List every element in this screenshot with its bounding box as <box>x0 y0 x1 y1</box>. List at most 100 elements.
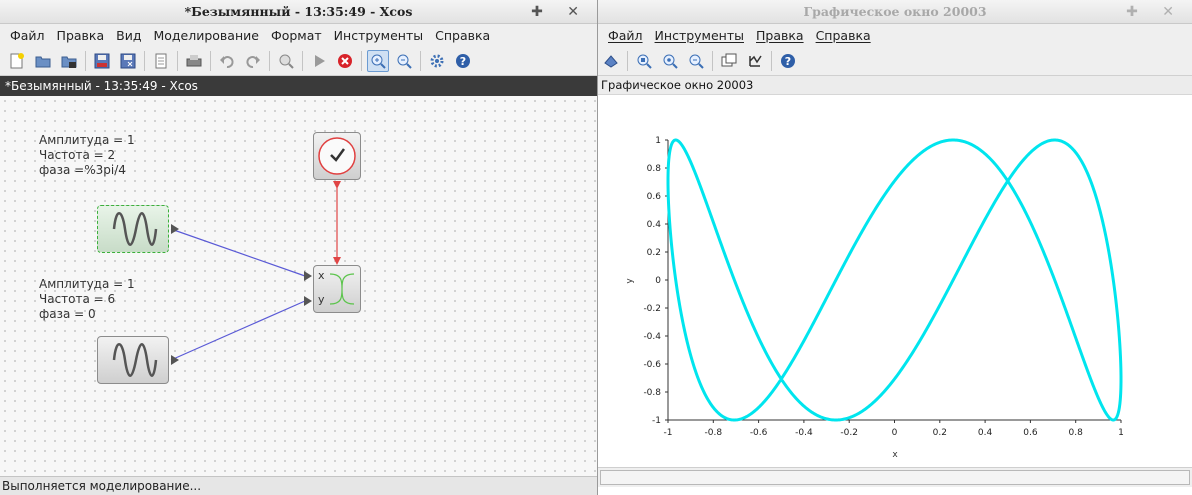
export-icon[interactable] <box>150 50 172 72</box>
rotate-icon[interactable] <box>600 50 622 72</box>
help-icon[interactable]: ? <box>452 50 474 72</box>
menu-view[interactable]: Вид <box>116 27 142 43</box>
port-y-label: y <box>318 293 325 306</box>
x-tick-label: 0.8 <box>1069 428 1084 438</box>
y-axis-label: y <box>625 278 635 284</box>
scope-y-input-port <box>304 296 312 306</box>
undo-icon[interactable] <box>216 50 238 72</box>
underlying-document-strip <box>598 487 1192 495</box>
menu-format[interactable]: Формат <box>270 27 322 43</box>
x-tick-label: -0.8 <box>705 428 723 438</box>
y-tick-label: -0.4 <box>643 332 661 342</box>
menu-simulation[interactable]: Моделирование <box>153 27 259 43</box>
clock-output-port <box>333 181 341 189</box>
y-tick-label: 0.2 <box>647 248 661 258</box>
graphics-titlebar[interactable]: Графическое окно 20003 ✚ ✕ <box>598 0 1192 24</box>
fit-diagram-icon[interactable] <box>275 50 297 72</box>
y-tick-label: -0.6 <box>643 360 661 370</box>
xcos-titlebar[interactable]: *Безымянный - 13:35:49 - Xcos ✚ ✕ <box>0 0 597 24</box>
lissajous-chart[interactable]: -1 -0.8 -0.6 -0.4 -0.2 0 0.2 0.4 0.6 0.8 1 -1 -0.8 -… <box>598 95 1192 467</box>
redo-icon[interactable] <box>242 50 264 72</box>
lissajous-series-line <box>666 138 1123 422</box>
new-diagram-icon[interactable] <box>6 50 28 72</box>
x-tick-label: -0.6 <box>750 428 768 438</box>
print-icon[interactable] <box>183 50 205 72</box>
sine-generator-block-top[interactable] <box>97 205 169 253</box>
svg-text:?: ? <box>785 55 791 68</box>
y-tick-label: 0.6 <box>647 192 662 202</box>
gmenu-tools[interactable]: Инструменты <box>654 27 744 43</box>
gmenu-file[interactable]: Файл <box>608 27 643 43</box>
label-bottom-sine-params[interactable]: Амплитуда = 1 Частота = 6 фаза = 0 <box>39 277 135 321</box>
figure-icon[interactable] <box>718 50 740 72</box>
save-icon[interactable] <box>91 50 113 72</box>
datatips-icon[interactable] <box>744 50 766 72</box>
x-tick-label: 1 <box>1118 428 1124 438</box>
graphics-window: Графическое окно 20003 ✚ ✕ Файл Инструме… <box>598 0 1192 495</box>
ghelp-icon[interactable]: ? <box>777 50 799 72</box>
link-sine-top-to-x[interactable] <box>170 228 306 277</box>
open-icon[interactable] <box>32 50 54 72</box>
graphics-info-field <box>600 470 1190 485</box>
diagram-canvas[interactable]: Амплитуда = 1 Частота = 2 фаза =%3pi/4 А… <box>0 96 597 476</box>
sine-wave-icon <box>112 212 158 246</box>
y-tick-label: 1 <box>655 136 661 146</box>
cscopxy-scope-block[interactable]: x y <box>313 265 361 313</box>
toolbar-separator <box>627 50 628 71</box>
toolbar-separator <box>302 50 303 71</box>
sine-bottom-output-port <box>171 355 179 365</box>
menu-file[interactable]: Файл <box>10 27 45 43</box>
toolbar-separator <box>144 50 145 71</box>
xcos-status-bar: Выполняется моделирование... <box>0 476 597 495</box>
svg-text:?: ? <box>460 55 466 68</box>
clock-block[interactable] <box>313 132 361 180</box>
graphics-document-title: Графическое окно 20003 <box>598 76 1192 95</box>
y-tick-label: 0.4 <box>647 220 662 230</box>
stop-icon[interactable] <box>334 50 356 72</box>
scope-event-input-port <box>333 257 341 265</box>
y-tick-label: -0.8 <box>643 388 661 398</box>
sine-top-output-port <box>171 224 179 234</box>
x-axis: -1 -0.8 -0.6 -0.4 -0.2 0 0.2 0.4 0.6 0.8 1 <box>664 420 1124 438</box>
toolbar-separator <box>210 50 211 71</box>
open-in-scilab-icon[interactable] <box>58 50 80 72</box>
graphics-status-bar <box>598 467 1192 487</box>
graphics-window-buttons[interactable]: ✚ ✕ <box>1126 4 1184 20</box>
clock-icon <box>318 137 356 175</box>
y-tick-label: -1 <box>652 416 661 426</box>
y-tick-label: 0.8 <box>647 164 662 174</box>
menu-edit[interactable]: Правка <box>56 27 105 43</box>
gmenu-edit[interactable]: Правка <box>756 27 804 43</box>
toolbar-separator <box>420 50 421 71</box>
x-tick-label: -1 <box>664 428 673 438</box>
xcos-menubar: Файл Правка Вид Моделирование Формат Инс… <box>0 24 597 46</box>
zoom-in-icon[interactable] <box>367 49 389 72</box>
gmenu-help[interactable]: Справка <box>815 27 871 43</box>
scope-x-input-port <box>304 271 312 281</box>
plot-area[interactable]: -1 -0.8 -0.6 -0.4 -0.2 0 0.2 0.4 0.6 0.8 1 -1 -0.8 -… <box>598 95 1192 467</box>
diagram-links <box>170 181 341 365</box>
x-tick-label: -0.2 <box>840 428 858 438</box>
xcos-window-title: *Безымянный - 13:35:49 - Xcos <box>184 4 413 19</box>
gzoom-in-icon[interactable] <box>659 50 681 72</box>
x-axis-label: x <box>892 450 898 460</box>
menu-tools[interactable]: Инструменты <box>333 27 424 43</box>
sine-wave-icon <box>112 343 158 377</box>
zoom-out-icon[interactable] <box>393 50 415 72</box>
x-tick-label: 0.4 <box>978 428 993 438</box>
sine-generator-block-bottom[interactable] <box>97 336 169 384</box>
xcos-window-buttons[interactable]: ✚ ✕ <box>531 4 589 20</box>
menu-help[interactable]: Справка <box>435 27 491 43</box>
toolbar-separator <box>361 50 362 71</box>
context-settings-icon[interactable] <box>426 50 448 72</box>
lissajous-scope-icon <box>329 273 355 305</box>
port-x-label: x <box>318 269 325 282</box>
link-sine-bottom-to-y[interactable] <box>170 300 306 361</box>
gzoom-out-icon[interactable] <box>685 50 707 72</box>
label-top-sine-params[interactable]: Амплитуда = 1 Частота = 2 фаза =%3pi/4 <box>39 133 135 177</box>
save-as-icon[interactable] <box>117 50 139 72</box>
toolbar-separator <box>177 50 178 71</box>
zoom-area-icon[interactable] <box>633 50 655 72</box>
y-tick-label: 0 <box>655 276 661 286</box>
start-icon[interactable] <box>308 50 330 72</box>
